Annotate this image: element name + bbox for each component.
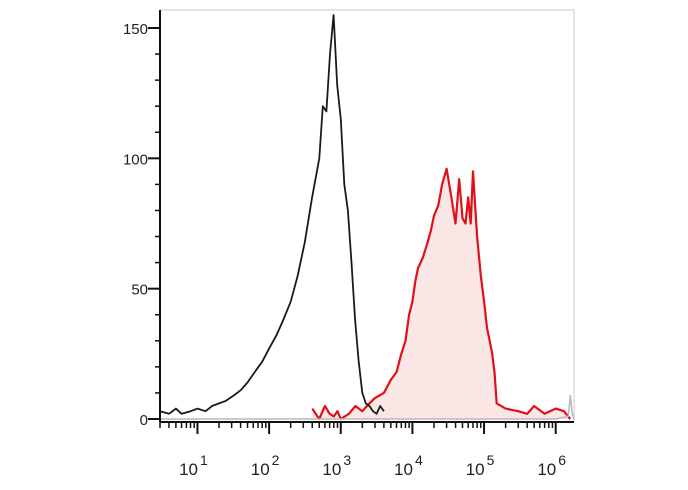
x-tick-label: 10 3 xyxy=(322,452,351,479)
x-tick-exponent: 5 xyxy=(487,452,495,468)
x-tick-base: 10 xyxy=(251,460,270,479)
series-0-line xyxy=(159,14,385,415)
x-tick-exponent: 3 xyxy=(343,452,351,468)
y-tick-label: 100 xyxy=(123,151,148,168)
x-tick-base: 10 xyxy=(322,460,341,479)
y-tick-label: 50 xyxy=(131,282,148,299)
y-tick-label: 150 xyxy=(123,21,148,38)
x-tick-base: 10 xyxy=(466,460,485,479)
series-2-line xyxy=(160,394,575,420)
x-tick-exponent: 1 xyxy=(200,452,208,468)
x-tick-base: 10 xyxy=(394,460,413,479)
plot-frame xyxy=(159,9,575,423)
x-tick-label: 10 6 xyxy=(537,452,566,479)
x-tick-label: 10 4 xyxy=(394,452,423,479)
x-tick-label: 10 2 xyxy=(251,452,280,479)
x-tick-label: 10 1 xyxy=(179,452,208,479)
y-tick-label: 0 xyxy=(140,412,148,429)
x-tick-exponent: 4 xyxy=(415,452,423,468)
series-1-area xyxy=(312,168,571,419)
x-tick-exponent: 6 xyxy=(558,452,566,468)
x-tick-label: 10 5 xyxy=(466,452,495,479)
x-tick-base: 10 xyxy=(537,460,556,479)
x-tick-exponent: 2 xyxy=(272,452,280,468)
series-layer xyxy=(159,14,575,421)
series-1-line xyxy=(311,167,572,421)
x-tick-base: 10 xyxy=(179,460,198,479)
